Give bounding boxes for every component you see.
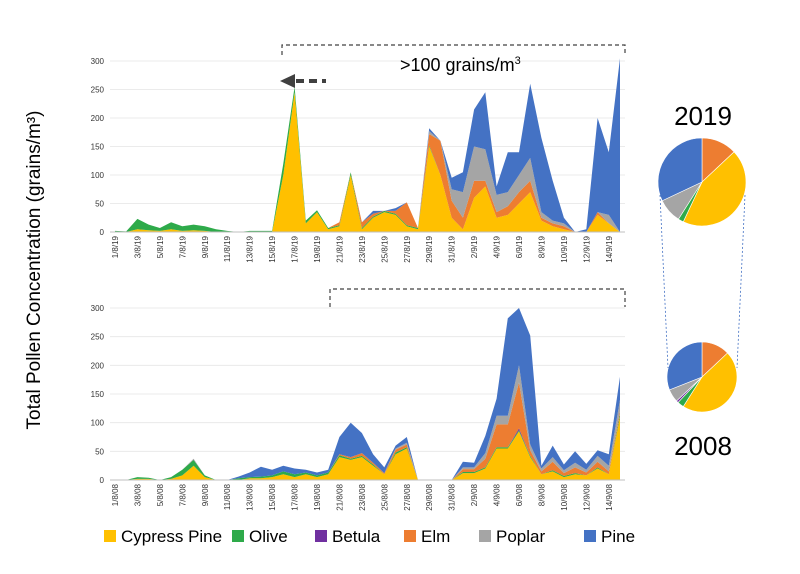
- chart-2019: 0 50 100 150 200 250 300 1/8/19 3/8/19 5/8/19 7/8/…: [91, 57, 625, 263]
- x-tick-label: 17/8/19: [291, 235, 300, 262]
- x-tick-label: 23/8/08: [358, 483, 367, 510]
- x-tick-label: 6/9/19: [515, 235, 524, 258]
- year-label-2019: 2019: [674, 101, 732, 131]
- bracket-2019: [281, 44, 626, 55]
- x-tick-label: 10/9/08: [560, 483, 569, 510]
- x-tick-label: 15/8/08: [268, 483, 277, 510]
- x-tick-label: 13/8/08: [246, 483, 255, 510]
- x-tick-label: 2/9/19: [470, 235, 479, 258]
- legend: Cypress Pine Olive Betula Elm Poplar Pine: [104, 527, 635, 546]
- pie-connector-right: [736, 194, 746, 369]
- left-arrow-icon: [280, 74, 326, 88]
- y-tick-label: 50: [95, 200, 104, 209]
- x-tick-label: 9/8/19: [201, 235, 210, 258]
- y-tick-label: 300: [91, 57, 105, 66]
- x-tick-label: 14/9/19: [605, 235, 614, 262]
- x-tick-label: 14/9/08: [605, 483, 614, 510]
- area-series-pine: [115, 308, 620, 480]
- x-tick-label: 19/8/08: [313, 483, 322, 510]
- y-tick-label: 150: [91, 143, 105, 152]
- x-tick-label: 9/8/08: [201, 483, 210, 506]
- x-tick-label: 25/8/08: [380, 483, 389, 510]
- legend-swatch-pine: [584, 530, 596, 542]
- x-tick-label: 7/8/08: [178, 483, 187, 506]
- y-tick-label: 150: [91, 390, 105, 399]
- x-tick-label: 31/8/19: [448, 235, 457, 262]
- legend-label-olive: Olive: [249, 527, 288, 546]
- pie-2008: [666, 341, 738, 413]
- x-tick-label: 19/8/19: [313, 235, 322, 262]
- pie-connector-left: [659, 194, 669, 369]
- legend-swatch-olive: [232, 530, 244, 542]
- x-tick-label: 5/8/19: [156, 235, 165, 258]
- x-tick-label: 29/8/19: [425, 235, 434, 262]
- x-tick-label: 31/8/08: [448, 483, 457, 510]
- y-tick-label: 300: [91, 304, 105, 313]
- x-tick-label: 3/8/19: [133, 235, 142, 258]
- pie-2019: [657, 137, 747, 227]
- legend-label-elm: Elm: [421, 527, 450, 546]
- x-tick-label: 3/8/08: [133, 483, 142, 506]
- y-tick-label: 50: [95, 447, 104, 456]
- pie-slice-cypress-pine: [682, 151, 747, 227]
- x-tick-label: 7/8/19: [178, 235, 187, 258]
- x-tick-label: 25/8/19: [380, 235, 389, 262]
- x-tick-label: 4/9/19: [493, 235, 502, 258]
- x-tick-label: 8/9/08: [537, 483, 546, 506]
- legend-label-betula: Betula: [332, 527, 381, 546]
- year-label-2008: 2008: [674, 431, 732, 461]
- x-tick-label: 2/9/08: [470, 483, 479, 506]
- bracket-2008: [329, 288, 626, 307]
- y-tick-label: 200: [91, 361, 105, 370]
- area-series-poplar: [115, 86, 620, 232]
- y-tick-label: 200: [91, 114, 105, 123]
- legend-swatch-elm: [404, 530, 416, 542]
- legend-swatch-poplar: [479, 530, 491, 542]
- area-series-cypress-pine: [115, 416, 620, 480]
- x-tick-label: 23/8/19: [358, 235, 367, 262]
- x-tick-label: 5/8/08: [156, 483, 165, 506]
- x-tick-label: 11/8/19: [223, 235, 232, 262]
- x-tick-label: 21/8/08: [335, 483, 344, 510]
- x-tick-label: 15/8/19: [268, 235, 277, 262]
- legend-label-cypress-pine: Cypress Pine: [121, 527, 222, 546]
- x-tick-label: 17/8/08: [291, 483, 300, 510]
- pie-slice-pine: [657, 137, 703, 202]
- x-tick-label: 10/9/19: [560, 235, 569, 262]
- y-tick-label: 250: [91, 86, 105, 95]
- x-tick-label: 1/8/19: [111, 235, 120, 258]
- x-tick-label: 27/8/19: [403, 235, 412, 262]
- y-tick-label: 0: [100, 228, 105, 237]
- threshold-annotation-sup: 3: [515, 55, 521, 67]
- threshold-annotation-text: >100 grains/m: [400, 55, 515, 75]
- chart-2008: 0 50 100 150 200 250 300 1/8/08 3/8/08 5/8/08 7/8/…: [91, 304, 625, 511]
- y-tick-label: 250: [91, 333, 105, 342]
- legend-swatch-cypress-pine: [104, 530, 116, 542]
- legend-swatch-betula: [315, 530, 327, 542]
- threshold-annotation: >100 grains/m3: [400, 55, 521, 75]
- pie-slice-pine: [666, 341, 703, 391]
- legend-label-poplar: Poplar: [496, 527, 545, 546]
- y-tick-label: 0: [100, 476, 105, 485]
- x-tick-label: 12/9/08: [582, 483, 591, 510]
- y-axis-label: Total Pollen Concentration (grains/m³): [24, 111, 45, 430]
- x-tick-label: 13/8/19: [246, 235, 255, 262]
- x-tick-label: 12/9/19: [582, 235, 591, 262]
- area-series-poplar: [115, 365, 620, 480]
- x-tick-label: 27/8/08: [403, 483, 412, 510]
- x-tick-label: 11/8/08: [223, 483, 232, 510]
- x-tick-label: 29/8/08: [425, 483, 434, 510]
- y-tick-label: 100: [91, 419, 105, 428]
- x-tick-label: 6/9/08: [515, 483, 524, 506]
- pie-slice-cypress-pine: [682, 352, 738, 413]
- x-tick-label: 8/9/19: [537, 235, 546, 258]
- legend-label-pine: Pine: [601, 527, 635, 546]
- y-tick-label: 100: [91, 171, 105, 180]
- x-tick-label: 4/9/08: [493, 483, 502, 506]
- x-tick-label: 1/8/08: [111, 483, 120, 506]
- x-tick-label: 21/8/19: [335, 235, 344, 262]
- area-series-pine: [115, 58, 620, 233]
